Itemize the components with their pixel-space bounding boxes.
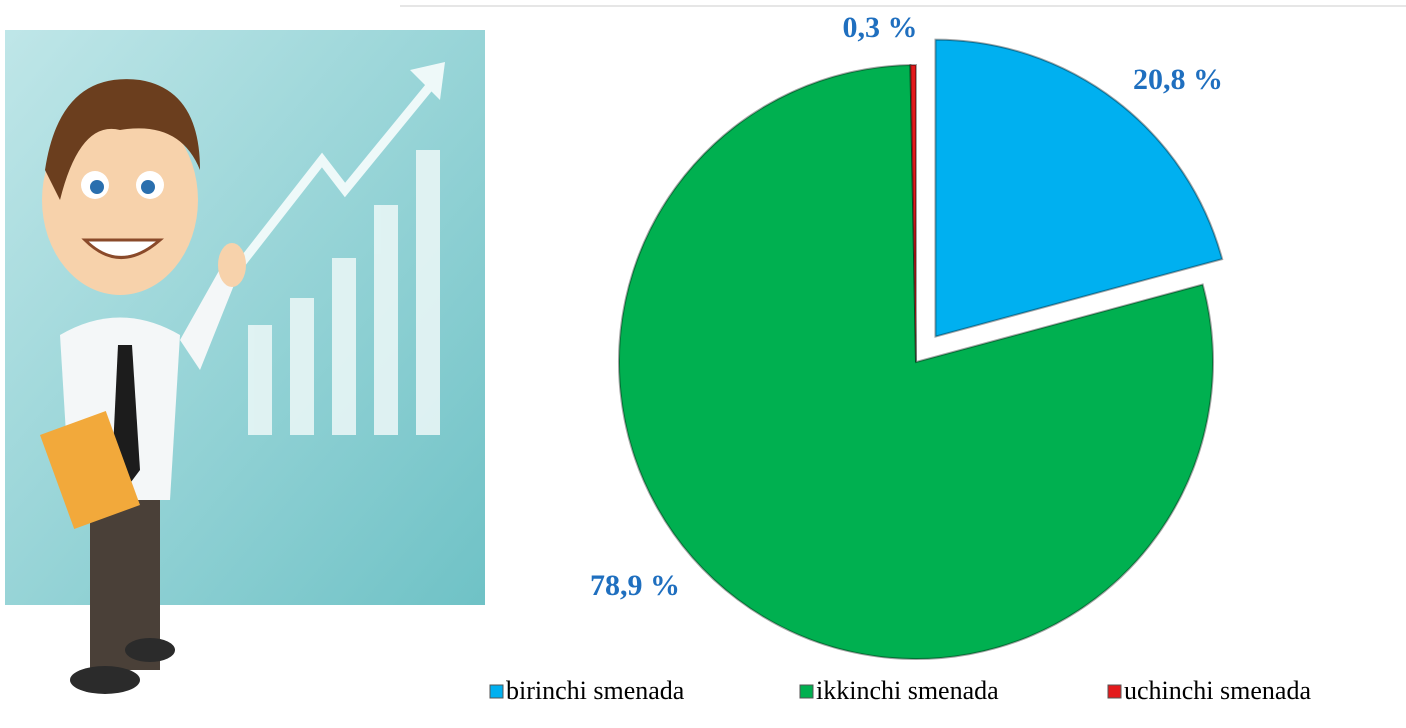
page: 20,8 % 78,9 % 0,3 % birinchi smenada ikkinc… [0, 0, 1406, 728]
value-label: 0,3 % [843, 11, 918, 44]
legend-swatch [800, 685, 813, 698]
legend-label: birinchi smenada [506, 676, 685, 705]
legend: birinchi smenada ikkinchi smenada uchinchi… [490, 676, 1311, 705]
pie: 20,8 % 78,9 % 0,3 % [590, 11, 1223, 659]
illustration [5, 30, 485, 694]
legend-label: uchinchi smenada [1124, 676, 1311, 705]
legend-swatch [1108, 685, 1121, 698]
legend-label: ikkinchi smenada [816, 676, 999, 705]
chart: 20,8 % 78,9 % 0,3 % birinchi smenada ikkinc… [0, 0, 1406, 728]
value-label: 20,8 % [1133, 63, 1223, 96]
legend-swatch [490, 685, 503, 698]
value-label: 78,9 % [590, 569, 680, 602]
